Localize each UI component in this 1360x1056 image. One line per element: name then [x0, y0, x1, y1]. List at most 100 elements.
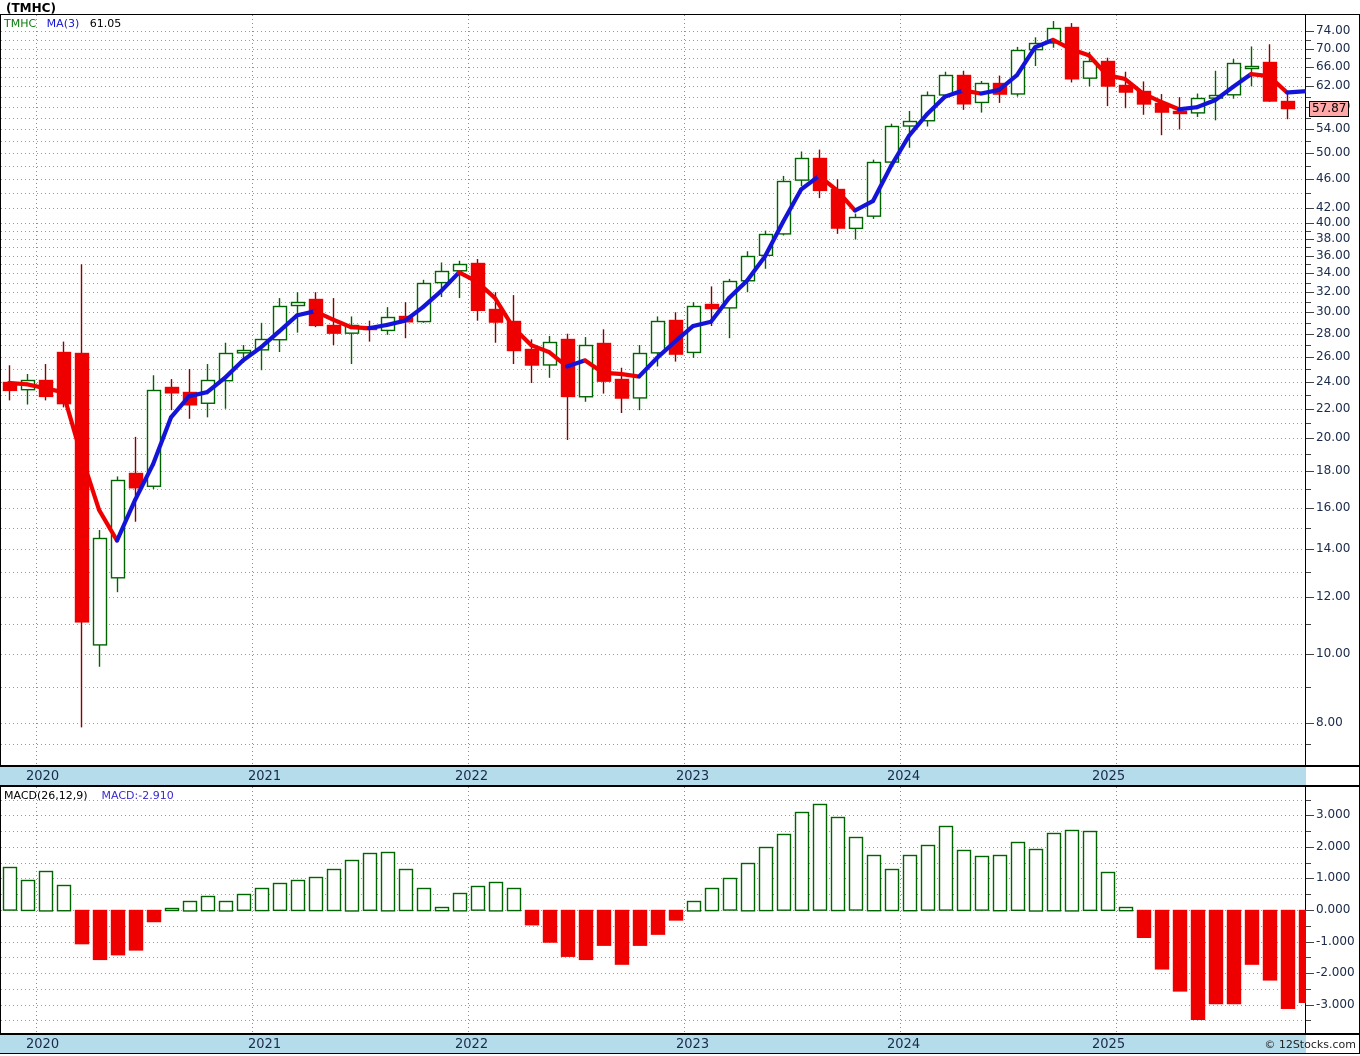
macd-tick-label: -2.000	[1316, 965, 1355, 980]
legend-ma-label: MA(3)	[46, 17, 80, 30]
price-tick-label: 30.00	[1316, 304, 1351, 319]
macd-minor-tick	[1306, 1020, 1311, 1022]
price-tick-label: 36.00	[1316, 247, 1351, 262]
price-minor-tick	[1306, 118, 1311, 120]
price-tick-label: 22.00	[1316, 400, 1351, 415]
year-axis-bottom: 2020 2021 2022 2023 2024 2025	[0, 1034, 1306, 1054]
price-tick-label: 20.00	[1316, 430, 1351, 445]
price-tick-label: 62.00	[1316, 78, 1351, 93]
price-tick-label: 10.00	[1316, 646, 1351, 661]
price-minor-tick	[1306, 302, 1311, 304]
macd-tick-label: 1.000	[1316, 870, 1351, 885]
price-tick-mark	[1306, 654, 1314, 656]
price-tick-mark	[1306, 255, 1314, 257]
macd-minor-tick	[1306, 925, 1311, 927]
price-minor-tick	[1306, 345, 1311, 347]
current-price-badge: 57.87	[1309, 100, 1350, 117]
legend-ma-value: 61.05	[89, 17, 122, 30]
price-minor-tick	[1306, 96, 1311, 98]
year-label: 2025	[1092, 1037, 1126, 1052]
price-tick-mark	[1306, 129, 1314, 131]
price-tick-mark	[1306, 292, 1314, 294]
price-minor-tick	[1306, 193, 1311, 195]
macd-tick-mark	[1306, 1004, 1314, 1006]
year-label: 2022	[455, 769, 489, 784]
price-tick-label: 8.00	[1316, 715, 1343, 730]
price-minor-tick	[1306, 39, 1311, 41]
price-tick-label: 54.00	[1316, 121, 1351, 136]
macd-minor-tick	[1306, 799, 1311, 801]
price-tick-label: 14.00	[1316, 541, 1351, 556]
price-tick-mark	[1306, 238, 1314, 240]
price-minor-tick	[1306, 166, 1311, 168]
price-tick-label: 24.00	[1316, 373, 1351, 388]
macd-tick-mark	[1306, 941, 1314, 943]
price-tick-label: 38.00	[1316, 230, 1351, 245]
price-minor-tick	[1306, 322, 1311, 324]
price-tick-mark	[1306, 86, 1314, 88]
macd-tick-mark	[1306, 910, 1314, 911]
price-legend: TMHC MA(3) 61.05	[4, 17, 121, 30]
price-tick-mark	[1306, 597, 1314, 599]
macd-tick-mark	[1306, 878, 1314, 880]
price-tick-mark	[1306, 153, 1314, 155]
price-tick-label: 28.00	[1316, 325, 1351, 340]
price-minor-tick	[1306, 686, 1311, 688]
price-minor-tick	[1306, 624, 1311, 626]
macd-tick-mark	[1306, 973, 1314, 975]
price-minor-tick	[1306, 394, 1311, 396]
price-tick-mark	[1306, 356, 1314, 358]
price-chart-pane[interactable]	[0, 14, 1308, 766]
price-tick-mark	[1306, 723, 1314, 725]
price-minor-tick	[1306, 527, 1311, 529]
price-tick-mark	[1306, 471, 1314, 473]
price-tick-label: 40.00	[1316, 214, 1351, 229]
year-axis-top: 2020 2021 2022 2023 2024 2025	[0, 766, 1306, 786]
macd-minor-tick	[1306, 957, 1311, 959]
year-axis-top-pad	[1306, 766, 1360, 786]
price-tick-mark	[1306, 312, 1314, 314]
price-tick-mark	[1306, 438, 1314, 440]
price-minor-tick	[1306, 141, 1311, 143]
price-tick-label: 70.00	[1316, 40, 1351, 55]
price-minor-tick	[1306, 76, 1311, 78]
price-minor-tick	[1306, 230, 1311, 232]
price-minor-tick	[1306, 247, 1311, 249]
price-tick-mark	[1306, 48, 1314, 50]
year-label: 2025	[1092, 769, 1126, 784]
price-tick-label: 26.00	[1316, 348, 1351, 363]
price-tick-mark	[1306, 333, 1314, 335]
macd-minor-tick	[1306, 894, 1311, 896]
price-tick-label: 16.00	[1316, 499, 1351, 514]
page-title: (TMHC)	[6, 1, 56, 15]
price-tick-mark	[1306, 31, 1314, 33]
price-tick-label: 42.00	[1316, 199, 1351, 214]
price-tick-mark	[1306, 549, 1314, 551]
macd-tick-mark	[1306, 815, 1314, 817]
year-label: 2021	[248, 1037, 282, 1052]
copyright-notice: © 12Stocks.com	[1264, 1038, 1356, 1051]
macd-chart-canvas	[1, 787, 1314, 1033]
year-label: 2020	[26, 769, 60, 784]
price-tick-mark	[1306, 179, 1314, 181]
macd-chart-pane[interactable]	[0, 786, 1314, 1034]
price-tick-label: 18.00	[1316, 463, 1351, 478]
price-minor-tick	[1306, 57, 1311, 59]
macd-tick-label: 2.000	[1316, 838, 1351, 853]
price-chart-canvas	[1, 15, 1308, 765]
macd-tick-mark	[1306, 846, 1314, 848]
year-label: 2021	[248, 769, 282, 784]
price-tick-mark	[1306, 66, 1314, 68]
price-tick-label: 12.00	[1316, 589, 1351, 604]
macd-tick-label: -3.000	[1316, 996, 1355, 1011]
macd-tick-label: -1.000	[1316, 933, 1355, 948]
price-tick-label: 74.00	[1316, 23, 1351, 38]
price-minor-tick	[1306, 368, 1311, 370]
price-axis: 74.0070.0066.0062.0058.0054.0050.0046.00…	[1306, 14, 1360, 766]
legend-macd-value: MACD:-2.910	[101, 789, 174, 802]
price-tick-label: 46.00	[1316, 171, 1351, 186]
price-minor-tick	[1306, 454, 1311, 456]
year-label: 2024	[887, 1037, 921, 1052]
price-tick-mark	[1306, 507, 1314, 509]
